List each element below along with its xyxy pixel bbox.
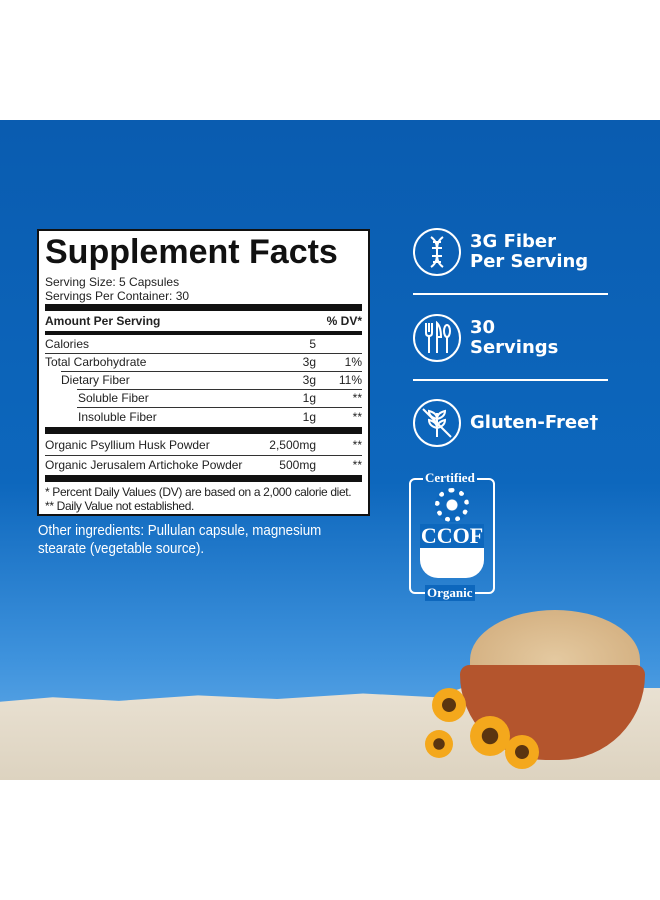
flower-image xyxy=(432,688,466,722)
dna-icon xyxy=(413,228,461,276)
logo-ccof-text: CCOF xyxy=(420,523,484,548)
nutrient-amount: 1g xyxy=(302,391,316,405)
nutrient-name: Soluble Fiber xyxy=(78,391,149,405)
divider xyxy=(45,331,362,335)
nutrient-row: Total Carbohydrate 3g 1% xyxy=(45,355,362,370)
nutrient-name: Organic Psyllium Husk Powder xyxy=(45,438,210,452)
nutrient-amount: 3g xyxy=(302,355,316,369)
divider xyxy=(45,304,362,311)
nutrient-amount: 2,500mg xyxy=(269,438,316,452)
divider xyxy=(77,407,362,408)
footnote: ** Daily Value not established. xyxy=(45,499,195,513)
logo-certified-text: Certified xyxy=(423,470,477,486)
nutrient-dv: ** xyxy=(352,410,362,424)
divider xyxy=(413,379,608,381)
divider xyxy=(45,455,362,456)
feature-servings: 30 Servings xyxy=(470,318,558,358)
nutrient-name: Calories xyxy=(45,337,90,351)
feature-line: 30 xyxy=(470,317,496,338)
divider xyxy=(45,475,362,482)
nutrient-name: Organic Jerusalem Artichoke Powder xyxy=(45,458,243,472)
feature-gluten-free: Gluten-Free† xyxy=(470,412,599,433)
facts-title: Supplement Facts xyxy=(45,233,338,271)
feature-fiber: 3G Fiber Per Serving xyxy=(470,232,588,272)
feature-line: Per Serving xyxy=(470,251,589,272)
nutrient-amount: 3g xyxy=(302,373,316,387)
divider xyxy=(413,293,608,295)
nutrient-row: Soluble Fiber 1g ** xyxy=(45,391,362,406)
divider xyxy=(45,427,362,434)
nutrient-name: Insoluble Fiber xyxy=(78,410,157,424)
divider xyxy=(77,389,362,390)
nutrient-name: Dietary Fiber xyxy=(61,373,130,387)
serving-size: Serving Size: 5 Capsules xyxy=(45,275,180,289)
nutrient-dv: 11% xyxy=(338,373,362,387)
servings-per-container: Servings Per Container: 30 xyxy=(45,289,190,303)
flower-image xyxy=(425,730,453,758)
supplement-facts-panel: Supplement Facts Serving Size: 5 Capsule… xyxy=(37,229,370,516)
feature-line: Servings xyxy=(470,337,559,358)
flower-image xyxy=(470,716,510,756)
nutrient-amount: 500mg xyxy=(279,458,316,472)
feature-line: 3G Fiber xyxy=(470,231,557,252)
nutrient-amount: 5 xyxy=(309,337,316,351)
nutrient-row: Organic Jerusalem Artichoke Powder 500mg *… xyxy=(45,458,362,473)
nutrient-amount: 1g xyxy=(302,410,316,424)
divider xyxy=(45,353,362,354)
dv-header: % DV* xyxy=(326,314,362,328)
nutrient-row: Insoluble Fiber 1g ** xyxy=(45,410,362,425)
nutrient-row: Calories 5 xyxy=(45,337,362,352)
footnote: * Percent Daily Values (DV) are based on… xyxy=(45,485,352,499)
nutrient-dv: 1% xyxy=(344,355,362,369)
sunflower-icon xyxy=(435,488,469,522)
logo-organic-text: Organic xyxy=(425,585,475,601)
nutrient-row: Organic Psyllium Husk Powder 2,500mg ** xyxy=(45,438,362,453)
utensils-icon xyxy=(413,314,461,362)
header-row: Amount Per Serving % DV* xyxy=(45,314,362,329)
nutrient-dv: ** xyxy=(352,391,362,405)
flower-image xyxy=(505,735,539,769)
nutrient-row: Dietary Fiber 3g 11% xyxy=(45,373,362,388)
nutrient-name: Total Carbohydrate xyxy=(45,355,147,369)
roots-image xyxy=(420,548,484,578)
ccof-certified-organic-logo: Certified CCOF Organic xyxy=(405,468,500,602)
divider xyxy=(61,371,362,372)
no-wheat-icon xyxy=(413,399,461,447)
amount-header: Amount Per Serving xyxy=(45,314,161,328)
nutrient-dv: ** xyxy=(352,438,362,452)
other-ingredients: Other ingredients: Pullulan capsule, mag… xyxy=(38,523,322,557)
nutrient-dv: ** xyxy=(352,458,362,472)
